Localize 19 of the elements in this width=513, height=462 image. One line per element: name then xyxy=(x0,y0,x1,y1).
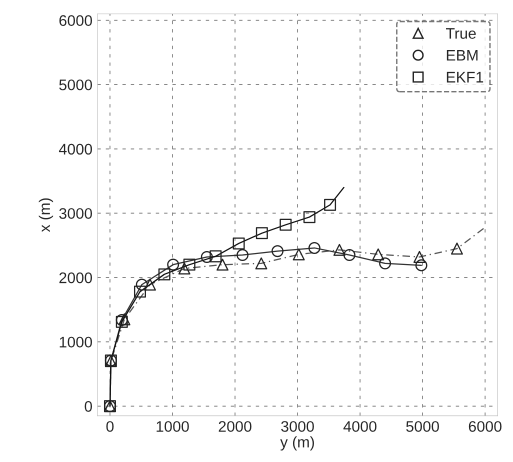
y-tick-label: 3000 xyxy=(59,208,92,219)
legend-label: EKF1 xyxy=(446,72,484,82)
x-tick-label: 0 xyxy=(106,421,114,432)
y-tick-label: 5000 xyxy=(59,79,92,90)
y-tick-label: 0 xyxy=(84,401,92,412)
y-tick-label: 2000 xyxy=(59,272,92,284)
y-tick-label: 1000 xyxy=(60,336,92,348)
x-tick-label: 1000 xyxy=(156,421,189,432)
x-tick-label: 5000 xyxy=(406,421,439,432)
y-axis-title: x (m) xyxy=(38,198,54,232)
x-axis-title: y (m) xyxy=(280,436,314,451)
y-tick-label: 6000 xyxy=(59,15,92,26)
legend-label: EBM xyxy=(446,50,478,61)
legend-label: True xyxy=(446,28,476,39)
x-tick-label: 2000 xyxy=(218,421,252,432)
x-tick-label: 4000 xyxy=(343,421,376,432)
y-tick-label: 4000 xyxy=(58,144,92,155)
x-tick-label: 6000 xyxy=(468,421,502,432)
x-tick-label: 3000 xyxy=(281,421,314,432)
